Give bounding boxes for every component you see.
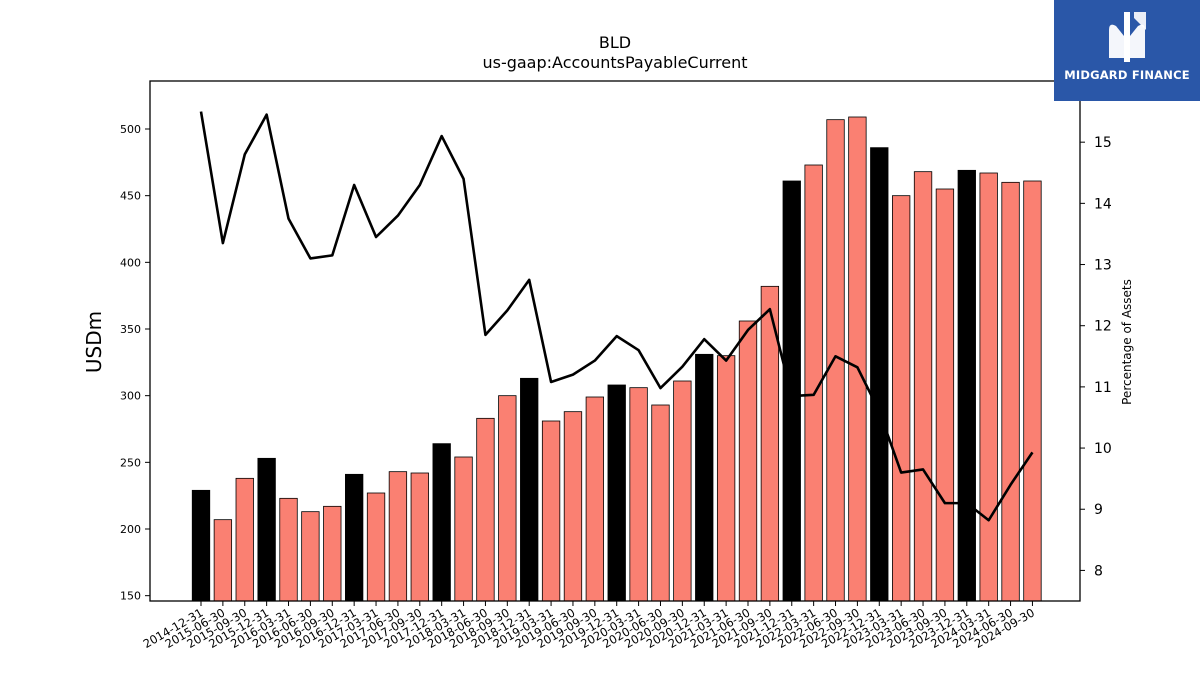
y-axis-label: USDm [82,311,106,373]
y2tick-label-14: 14 [1094,196,1112,212]
bar-2023-09-30 [935,188,955,602]
y2tick-label-11: 11 [1094,380,1112,396]
bar-2019-12-31 [607,384,626,602]
y2tick-label-9: 9 [1094,502,1103,518]
bar-2023-06-30 [913,171,933,602]
y2-axis-label: Percentage of Assets [1120,279,1134,405]
ytick-label-350: 350 [120,323,141,336]
bar-2023-03-31 [892,195,911,602]
midgard-finance-logo: MIDGARD FINANCE [1054,0,1200,101]
bar-2021-06-30 [738,320,758,602]
bar-2018-06-30 [476,417,495,602]
x-axis-ticks: 2014-12-312015-06-302015-09-302015-12-31… [141,601,1037,651]
bar-2017-03-31 [366,492,386,602]
bar-2015-06-30 [213,519,233,602]
bar-2019-06-30 [563,411,583,602]
bar-2016-09-30 [323,505,342,602]
bar-2020-03-31 [629,387,648,602]
ytick-label-500: 500 [120,123,141,136]
midgard-logo-icon [1109,12,1146,62]
bar-2024-09-30 [1023,180,1042,602]
y2tick-label-12: 12 [1094,319,1112,335]
logo-text: MIDGARD FINANCE [1064,68,1190,82]
bar-2021-03-31 [716,355,736,602]
bar-2017-06-30 [388,471,408,602]
ytick-label-450: 450 [120,190,141,203]
bar-2014-12-31 [191,489,211,602]
bar-2017-09-30 [410,472,429,602]
chart-title: BLD [599,33,631,52]
bar-2016-06-30 [301,511,320,602]
bar-2019-03-31 [541,420,561,602]
bar-2020-09-30 [673,380,692,602]
bar-2024-03-31 [979,172,998,602]
bar-2022-09-30 [848,116,867,602]
y2tick-label-15: 15 [1094,135,1112,151]
bar-2016-12-31 [345,473,364,602]
ytick-label-200: 200 [120,523,141,536]
left-axis-ticks: 150 200 250 300 350 400 450 500 [120,123,150,603]
bar-2015-12-31 [257,457,276,602]
bar-2020-12-31 [695,353,714,602]
bar-2018-03-31 [454,456,473,602]
bar-2020-06-30 [651,404,670,602]
bar-2016-03-31 [279,497,298,602]
chart-subtitle: us-gaap:AccountsPayableCurrent [482,53,747,72]
bar-2024-06-30 [1001,181,1020,602]
bar-2019-09-30 [585,396,604,602]
y2tick-label-10: 10 [1094,441,1112,457]
ytick-label-400: 400 [120,256,141,269]
right-axis-ticks: 8 9 10 11 12 13 14 15 [1080,135,1112,579]
bar-2018-09-30 [498,395,517,602]
bar-2018-12-31 [520,377,539,602]
percentage-line [199,111,1034,522]
bar-2022-12-31 [870,147,889,602]
y2tick-label-13: 13 [1094,258,1112,274]
bar-2023-12-31 [957,169,976,602]
bar-series [191,116,1042,602]
bar-2017-12-31 [432,443,451,602]
ytick-label-300: 300 [120,390,141,403]
ytick-label-250: 250 [120,456,141,469]
ytick-label-150: 150 [120,590,141,603]
y2tick-label-8: 8 [1094,563,1103,579]
bar-2015-09-30 [235,477,254,602]
plot-frame [149,80,1081,602]
